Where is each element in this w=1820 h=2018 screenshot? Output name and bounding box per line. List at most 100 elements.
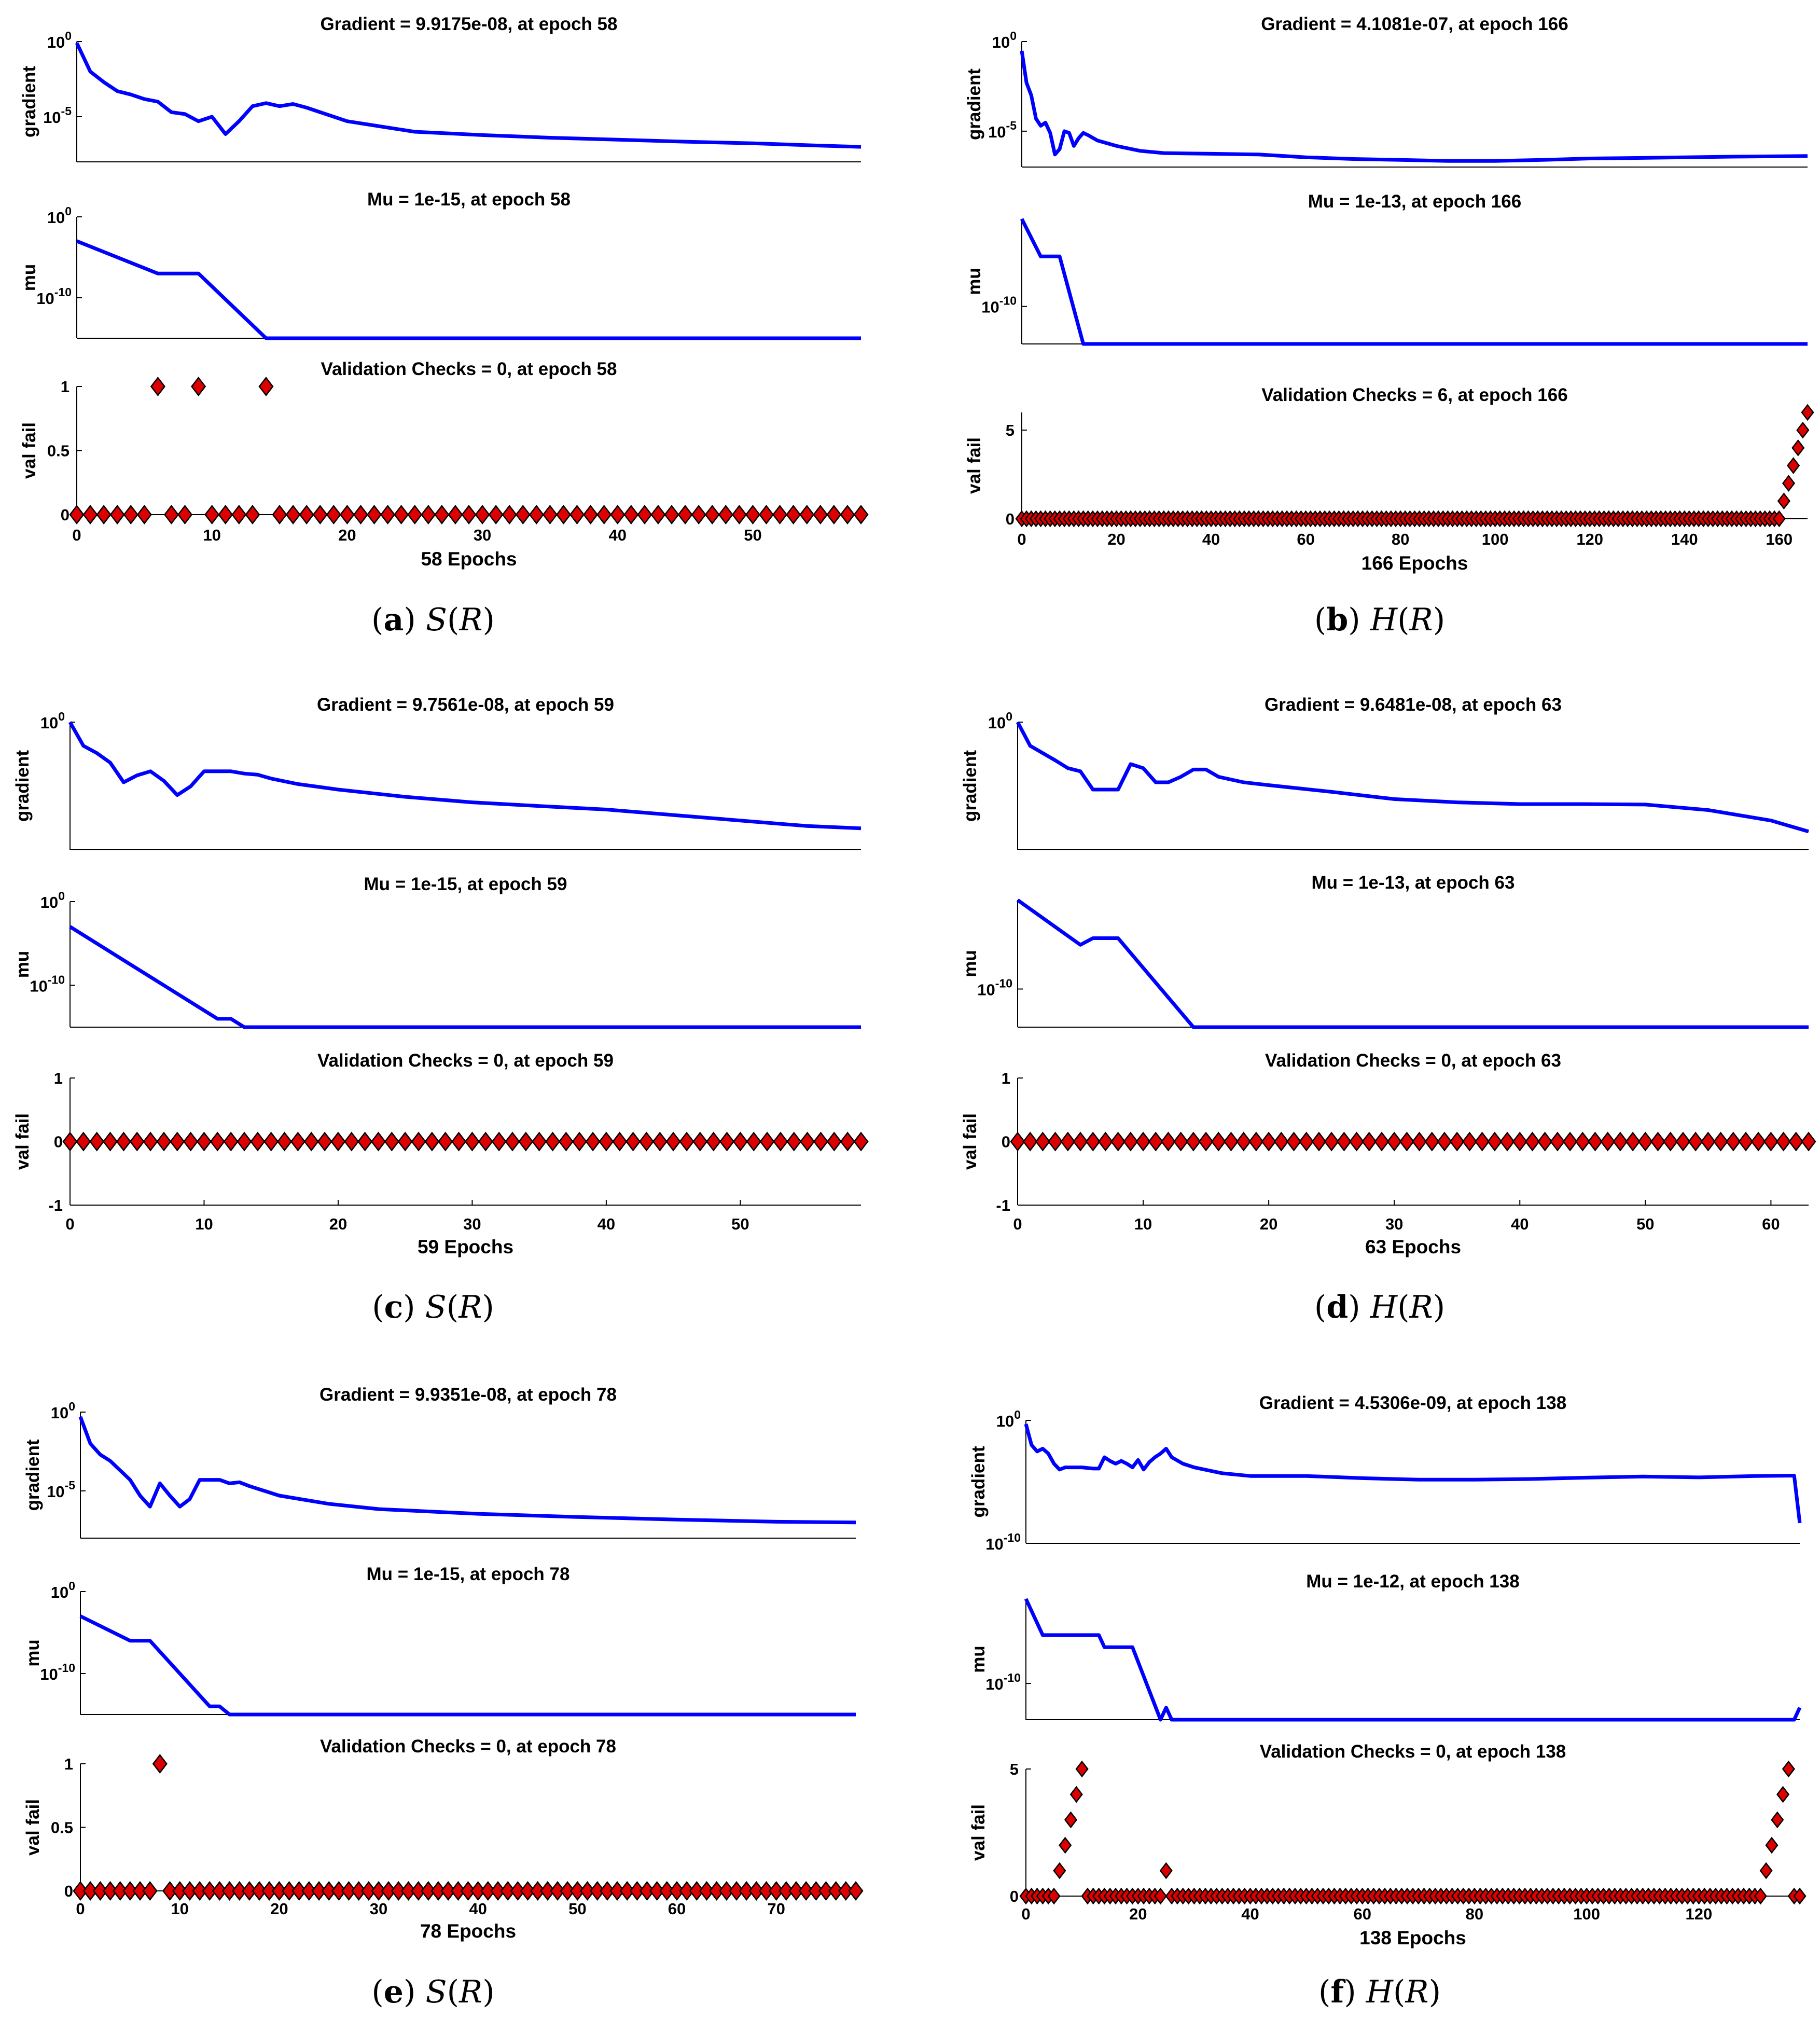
val-fail-marker — [1399, 1131, 1414, 1152]
gradient-ytick-label: 100 — [47, 29, 72, 51]
x-axis-label: 166 Epochs — [1361, 552, 1468, 574]
val-fail-marker — [1248, 1131, 1264, 1152]
val-fail-marker — [1776, 1131, 1791, 1152]
val-fail-marker — [732, 1131, 748, 1152]
panel-f: Gradient = 4.5306e-09, at epoch 138 gradi… — [968, 1393, 1807, 2010]
gradient-subplot: Gradient = 4.1081e-07, at epoch 166 gradi… — [964, 14, 1808, 168]
xtick-label: 40 — [598, 1215, 615, 1233]
val-fail-marker — [271, 1881, 287, 1901]
val-fail-marker — [357, 1131, 373, 1152]
val-fail-marker — [123, 505, 138, 524]
mu-line — [1016, 899, 1809, 1029]
gradient-line — [1016, 721, 1809, 834]
val-fail-marker — [276, 1131, 293, 1152]
val-fail-marker — [1512, 1131, 1527, 1152]
val-fail-marker — [1097, 1131, 1114, 1152]
val-fail-marker — [1085, 1131, 1101, 1152]
val-fail-marker — [1782, 475, 1796, 492]
val-fail-marker — [786, 1131, 802, 1152]
mu-ylabel: mu — [964, 268, 984, 295]
val-fail-marker — [301, 1881, 317, 1901]
mu-title: Mu = 1e-15, at epoch 78 — [367, 1564, 570, 1584]
xtick-label: 160 — [1766, 530, 1793, 548]
xtick-label: 0 — [1021, 1905, 1030, 1923]
val-fail-marker — [650, 505, 666, 524]
val-fail-marker — [745, 505, 761, 524]
val-fail-marker — [585, 1131, 601, 1152]
val-fail-subplot: Validation Checks = 6, at epoch 166 val f… — [964, 385, 1814, 574]
val-fail-marker — [838, 1881, 854, 1901]
val-fail-marker — [303, 1131, 319, 1152]
val-fail-marker — [1801, 1131, 1816, 1152]
val-fail-marker — [779, 1881, 794, 1901]
val-fail-marker — [438, 1131, 453, 1152]
val-fail-marker — [461, 505, 477, 524]
xtick-label: 80 — [1392, 530, 1409, 548]
panel-d: Gradient = 9.6481e-08, at epoch 63 gradie… — [960, 695, 1816, 1325]
xtick-label: 60 — [1353, 1905, 1371, 1923]
val-fail-marker — [530, 1881, 546, 1901]
val-fail-marker — [1750, 1131, 1766, 1152]
val-fail-marker — [729, 1881, 744, 1901]
val-fail-marker — [1763, 1131, 1779, 1152]
val-fail-marker — [772, 505, 788, 524]
gradient-title: Gradient = 9.9351e-08, at epoch 78 — [319, 1385, 617, 1405]
val-fail-marker — [170, 1131, 185, 1152]
val-ylabel: val fail — [19, 422, 39, 479]
val-fail-marker — [610, 505, 626, 524]
val-fail-marker — [818, 1881, 834, 1901]
xtick-label: 10 — [1134, 1215, 1152, 1233]
val-ytick-label: -1 — [48, 1196, 63, 1214]
val-fail-marker — [1299, 1131, 1314, 1152]
val-fail-marker — [285, 505, 301, 524]
val-fail-marker — [312, 505, 328, 524]
val-fail-marker — [572, 1131, 587, 1152]
val-fail-marker — [677, 505, 693, 524]
val-fail-marker — [1059, 1836, 1072, 1854]
gradient-ylabel: gradient — [19, 66, 39, 137]
xtick-label: 10 — [203, 526, 220, 544]
val-fail-marker — [840, 1131, 855, 1152]
val-fail-marker — [1625, 1131, 1641, 1152]
val-fail-marker — [1499, 1131, 1515, 1152]
val-fail-marker — [177, 505, 193, 524]
gradient-ytick-label: 100 — [996, 1408, 1021, 1430]
val-fail-marker — [505, 1131, 520, 1152]
val-fail-marker — [281, 1881, 297, 1901]
val-fail-marker — [196, 1131, 212, 1152]
caption-text: (e) S(R) — [371, 1974, 494, 2010]
val-fail-marker — [739, 1881, 754, 1901]
val-fail-marker — [759, 1131, 775, 1152]
gradient-ylabel: gradient — [12, 750, 33, 822]
val-fail-marker — [1324, 1131, 1339, 1152]
val-fail-marker — [1412, 1131, 1427, 1152]
val-fail-marker — [470, 1881, 486, 1901]
val-fail-marker — [261, 1881, 277, 1901]
mu-ylabel: mu — [12, 951, 33, 978]
val-fail-marker — [317, 1131, 332, 1152]
mu-subplot: Mu = 1e-15, at epoch 78 mu 100 10-10 — [23, 1564, 856, 1717]
val-fail-marker — [210, 1131, 225, 1152]
panel-e: Gradient = 9.9351e-08, at epoch 78 gradie… — [23, 1385, 864, 2010]
val-fail-marker — [1663, 1131, 1678, 1152]
gradient-line — [1020, 50, 1808, 163]
val-fail-marker — [746, 1131, 761, 1152]
xtick-label: 50 — [568, 1900, 586, 1918]
val-fail-marker — [1349, 1131, 1365, 1152]
xtick-label: 60 — [668, 1900, 686, 1918]
val-fail-marker — [411, 1131, 426, 1152]
caption: (d) H(R) — [1314, 1289, 1445, 1325]
mu-ytick-label: 10-10 — [985, 1671, 1021, 1693]
val-fail-marker — [381, 1881, 396, 1901]
val-fail-marker — [813, 505, 828, 524]
val-fail-marker — [490, 1881, 506, 1901]
xtick-label: 30 — [1385, 1215, 1403, 1233]
val-fail-marker — [813, 1131, 829, 1152]
val-fail-marker — [491, 1131, 507, 1152]
val-fail-subplot: Validation Checks = 0, at epoch 58 val fa… — [19, 359, 869, 570]
val-fail-marker — [391, 1881, 406, 1901]
val-fail-marker — [339, 505, 355, 524]
val-fail-marker — [758, 1881, 774, 1901]
val-fail-marker — [679, 1131, 694, 1152]
val-fail-marker — [116, 1131, 131, 1152]
